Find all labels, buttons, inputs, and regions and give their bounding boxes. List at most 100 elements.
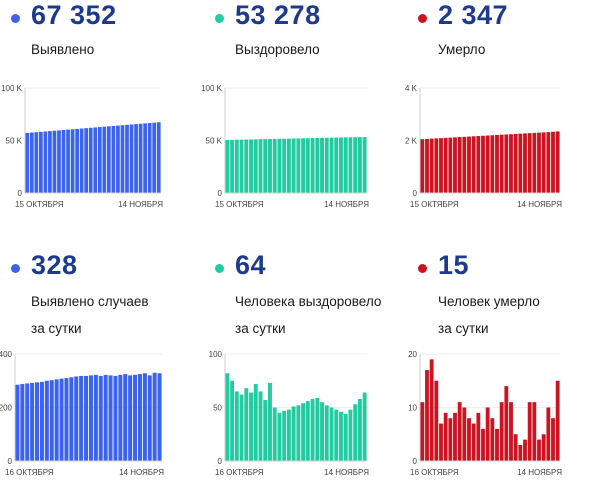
bar [88,127,93,193]
bar [471,136,476,193]
bar [504,386,509,461]
bar [44,380,49,461]
bar [315,137,320,193]
bar [353,137,358,193]
bar [518,444,523,461]
x-tick-label-start: 16 ОКТЯБРЯ [215,468,264,477]
bar [434,380,439,461]
legend-dot-icon [215,14,224,23]
bar [142,373,147,461]
bar [147,375,152,461]
bar [263,400,268,461]
bar [113,375,118,461]
bar [35,382,40,461]
bar [425,370,429,461]
bar [244,388,249,461]
bar [93,127,98,193]
y-tick-label: 200 [0,404,13,413]
y-tick-label: 2 K [405,137,418,146]
y-tick-label: 20 [408,350,417,359]
bar [434,138,439,193]
bar [546,132,551,193]
bar [324,405,329,461]
bar [485,407,490,461]
bar [118,374,123,461]
bar [541,434,546,461]
bar [513,133,518,193]
bar [25,132,30,193]
bar [315,397,320,461]
bar [429,359,434,461]
bar [471,423,476,461]
bar [343,137,348,193]
bar [116,125,120,193]
bar [66,129,70,193]
stat-label: за сутки [438,321,489,336]
x-tick-label-end: 14 НОЯБРЯ [324,200,369,209]
bar [147,123,152,193]
y-tick-label: 50 K [6,137,23,146]
bar [84,128,89,193]
bar [348,137,353,193]
bar [253,139,258,193]
bar [64,378,69,461]
bar [551,131,555,193]
bar [439,138,443,193]
y-tick-label: 0 [413,457,418,466]
x-tick-label-start: 16 ОКТЯБРЯ [410,468,459,477]
bar [70,129,75,193]
x-tick-label-end: 14 НОЯБРЯ [324,468,369,477]
bar [305,138,310,193]
bar [93,374,98,461]
bar-chart: 0 50 100 16 ОКТЯБРЯ 14 НОЯБРЯ [209,350,370,477]
bar [443,412,448,461]
bar [499,134,504,193]
bar [98,375,103,461]
x-tick-label-start: 15 ОКТЯБРЯ [410,200,459,209]
y-tick-label: 0 [218,189,223,198]
stat-label: Человек умерло [438,294,540,309]
bar [339,137,343,193]
x-tick-label-end: 14 НОЯБРЯ [517,468,562,477]
bar [495,134,499,193]
bar [339,411,343,461]
bar [541,132,546,193]
stat-label: Выявлено [31,42,95,57]
bar [59,378,64,461]
bar [555,131,560,193]
bar-chart: 0 200 400 16 ОКТЯБРЯ 14 НОЯБРЯ [0,350,164,477]
bar [513,434,518,461]
stat-label: за сутки [31,321,82,336]
bar [485,135,490,193]
bar [125,124,129,193]
bar [357,398,362,461]
bar [527,402,532,461]
bar-chart: 0 50 K 100 K 15 ОКТЯБРЯ 14 НОЯБРЯ [1,84,163,209]
bar [29,132,34,193]
bar [420,402,425,461]
bar [305,401,310,461]
bar [111,125,116,193]
bar [249,139,253,193]
bar [230,139,235,193]
bar [268,139,272,193]
bar [329,137,334,193]
bar [504,134,509,193]
y-tick-label: 100 [209,350,223,359]
bar [52,130,57,193]
bar [54,379,59,461]
bar [123,374,128,461]
legend-dot-icon [215,264,224,273]
bar [481,428,485,461]
x-tick-label-end: 14 НОЯБРЯ [517,200,562,209]
bar [277,138,282,193]
stat-value: 64 [235,250,267,280]
bar [15,384,20,461]
stat-value: 15 [438,250,470,280]
bar [448,418,453,461]
bar [282,138,287,193]
bar [310,138,315,193]
bar [134,124,138,193]
bar [457,137,462,193]
bar [499,402,504,461]
